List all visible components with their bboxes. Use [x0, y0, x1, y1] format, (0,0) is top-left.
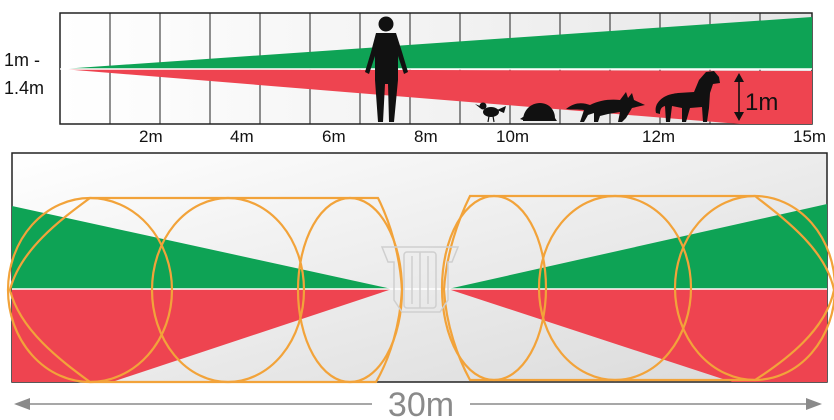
tick-label: 12m: [642, 127, 675, 146]
person-icon: [365, 16, 408, 122]
total-width-label: 30m: [388, 386, 454, 420]
mount-height-label-line1: 1m -: [4, 50, 40, 70]
tick-label: 8m: [414, 127, 438, 146]
distance-ticks: 2m 4m 6m 8m 10m 12m 15m: [139, 127, 826, 146]
upper-detection-zone: [62, 17, 812, 69]
pet-height-label: 1m: [745, 89, 778, 116]
hedgehog-icon: [520, 103, 557, 121]
total-width-dimension: [14, 398, 822, 410]
left-lens-outlines: [6, 196, 404, 384]
right-lens-outlines: [440, 194, 834, 382]
tick-label: 4m: [230, 127, 254, 146]
top-view: [6, 152, 834, 384]
fox-icon: [566, 92, 645, 122]
mount-height-label-line2: 1.4m: [4, 78, 44, 98]
tick-label: 6m: [322, 127, 346, 146]
tick-label: 15m: [793, 127, 826, 146]
right-upper-zone: [448, 204, 827, 289]
pet-height-marker: [734, 73, 744, 121]
tick-label: 10m: [496, 127, 529, 146]
side-view: 1m 1m - 1.4m 2m 4m 6m 8m 10m 12m 15m: [4, 12, 826, 146]
dog-icon: [655, 71, 720, 122]
left-lower-zone: [12, 289, 392, 382]
left-upper-zone: [12, 206, 392, 289]
bird-icon: [475, 102, 506, 123]
sensor-device-icon: [380, 246, 460, 313]
tick-label: 2m: [139, 127, 163, 146]
